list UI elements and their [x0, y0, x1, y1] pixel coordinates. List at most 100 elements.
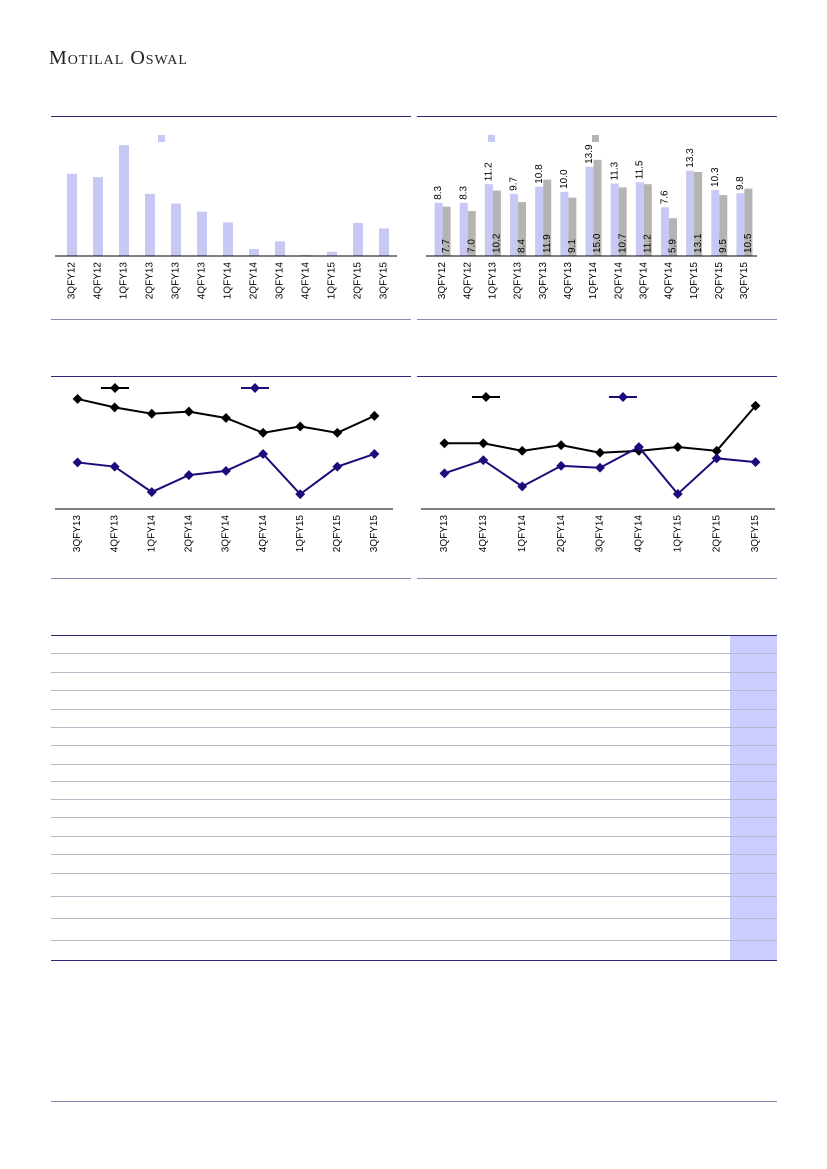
bar: [535, 186, 544, 256]
data-point: [183, 470, 194, 481]
x-tick-label: 1QFY14: [223, 262, 234, 300]
x-tick-label: 1QFY14: [146, 515, 157, 553]
bar: [93, 177, 103, 256]
data-label: 7.7: [441, 239, 452, 253]
data-point: [672, 489, 683, 499]
data-point: [595, 462, 605, 473]
data-label: 9.7: [509, 176, 520, 190]
chart-panel-4: 3QFY13 4QFY13 1QFY14 2QFY14 3QFY14 4QFY14 1QFY…: [417, 377, 777, 577]
bar: [249, 248, 259, 256]
table-row: [51, 854, 777, 855]
bar: [694, 172, 703, 256]
data-label: 11.5: [634, 160, 645, 179]
data-label: 15.0: [592, 233, 603, 253]
data-point: [750, 400, 761, 411]
data-point: [183, 406, 194, 417]
x-tick-label: 4QFY14: [301, 262, 312, 300]
x-tick-label: 4QFY14: [664, 262, 675, 300]
table-row: [51, 764, 777, 765]
chart-panel-3: 3QFY13 4QFY13 1QFY14 2QFY14 3QFY14 4QFY14 1QFY…: [51, 377, 411, 577]
data-label: 7.6: [660, 190, 671, 204]
panel-rule: [417, 376, 777, 377]
x-tick-label: 2QFY14: [556, 515, 567, 553]
bar: [327, 251, 337, 256]
data-point: [595, 447, 605, 458]
data-point: [258, 427, 269, 438]
data-label: 13.1: [693, 233, 704, 253]
data-point: [633, 442, 644, 453]
bar: [467, 211, 476, 256]
bar: [171, 203, 181, 256]
x-tick-label: 3QFY14: [595, 515, 606, 553]
x-tick-label: 1QFY13: [488, 262, 499, 300]
x-tick-label: 1QFY13: [119, 262, 130, 300]
legend-marker: [481, 392, 491, 402]
x-tick-label: 1QFY15: [327, 262, 338, 300]
x-tick-label: 1QFY15: [672, 515, 683, 553]
x-tick-label: 2QFY15: [714, 262, 725, 300]
bar: [585, 166, 594, 256]
x-tick-label: 4QFY14: [634, 515, 645, 553]
legend-swatch: [592, 135, 599, 142]
bar: [660, 207, 669, 256]
x-tick-label: 3QFY15: [379, 262, 390, 300]
legend-marker: [250, 383, 260, 393]
panel-rule: [417, 319, 777, 320]
bar: [560, 191, 569, 256]
data-point: [672, 442, 683, 453]
x-tick-label: 4QFY13: [109, 515, 120, 553]
data-label: 7.0: [466, 239, 477, 253]
data-point: [295, 489, 306, 500]
bar: [434, 202, 443, 256]
bar: [610, 183, 619, 256]
data-label: 10.3: [710, 167, 721, 187]
data-label: 10.2: [492, 233, 503, 253]
legend-marker: [618, 392, 628, 402]
bar-chart-1: 3QFY12 4QFY12 1QFY13 2QFY13 3QFY13 4QFY13 1QFY…: [55, 135, 397, 300]
data-point: [332, 427, 343, 438]
bar: [379, 228, 389, 256]
data-label: 13.3: [685, 148, 696, 168]
line-chart-1: 3QFY13 4QFY13 1QFY14 2QFY14 3QFY14 4QFY14 1QFY…: [55, 383, 393, 553]
bar: [492, 190, 501, 256]
table-row: [51, 817, 777, 818]
data-point: [556, 440, 567, 451]
x-tick-label: 4QFY14: [258, 515, 269, 553]
panel-rule: [51, 578, 411, 579]
bar: [223, 222, 233, 256]
bar: [459, 202, 468, 256]
panel-rule: [417, 116, 777, 117]
bar: [353, 223, 363, 256]
x-tick-label: 3QFY12: [67, 262, 78, 300]
data-point: [750, 457, 761, 468]
x-tick-label: 2QFY15: [711, 515, 722, 553]
data-point: [517, 445, 528, 456]
data-point: [72, 457, 83, 468]
table-row: [51, 940, 777, 941]
bar: [744, 188, 753, 256]
x-tick-label: 3QFY13: [72, 515, 83, 553]
data-point: [109, 402, 120, 413]
x-tick-label: 4QFY12: [462, 262, 473, 300]
x-tick-label: 4QFY12: [93, 262, 104, 300]
x-tick-label: 3QFY12: [437, 262, 448, 300]
table-row: [51, 918, 777, 919]
data-point: [517, 481, 528, 492]
x-tick-label: 4QFY13: [563, 262, 574, 300]
data-label: 11.3: [609, 161, 620, 180]
bar: [711, 189, 720, 256]
data-point: [109, 461, 120, 472]
bar: [668, 218, 677, 256]
data-label: 11.2: [484, 162, 495, 181]
footer-rule: [51, 1101, 777, 1102]
x-tick-label: 1QFY14: [588, 262, 599, 300]
x-tick-label: 3QFY13: [538, 262, 549, 300]
bar: [67, 173, 77, 256]
x-tick-label: 1QFY15: [689, 262, 700, 300]
x-tick-label: 2QFY13: [145, 262, 156, 300]
bar: [618, 187, 627, 256]
table-row: [51, 745, 777, 746]
x-tick-label: 3QFY15: [739, 262, 750, 300]
data-label: 9.1: [567, 239, 578, 253]
legend-swatch: [158, 135, 165, 142]
